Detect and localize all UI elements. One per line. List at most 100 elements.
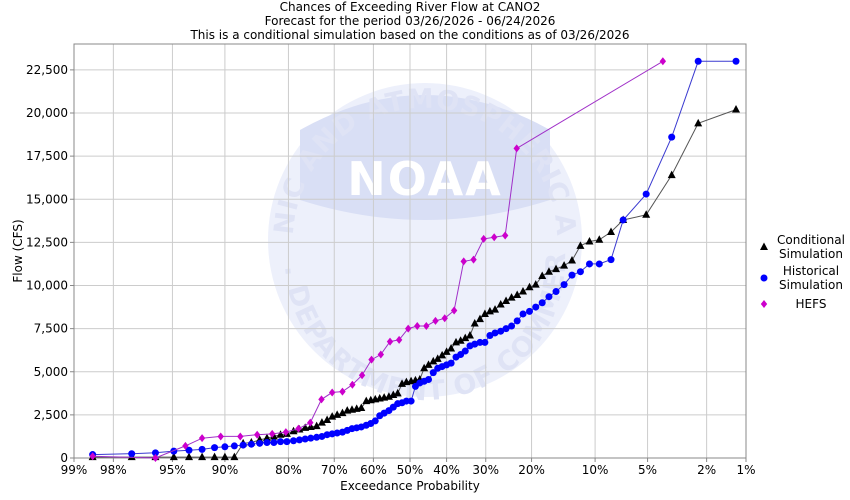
y-tick-label: 22,500 <box>26 63 68 77</box>
legend-label: Simulation <box>779 247 843 261</box>
chart-subtitle-conditions: This is a conditional simulation based o… <box>190 28 630 42</box>
data-point <box>221 443 229 451</box>
data-point <box>619 216 627 224</box>
data-point <box>501 231 509 240</box>
data-point <box>313 433 321 441</box>
data-point <box>198 445 206 453</box>
data-point <box>432 316 439 325</box>
data-point <box>425 376 433 384</box>
data-point <box>301 423 310 431</box>
data-point <box>307 418 314 427</box>
data-point <box>585 237 594 245</box>
data-point <box>480 234 487 243</box>
data-point <box>502 325 510 333</box>
legend-label: HEFS <box>796 297 827 311</box>
data-point <box>475 314 484 323</box>
x-axis-ticks: 99% 98% 95% 90% 80% 70% 60% 50% 40% 30% 20% 10% 5% 2%… <box>61 458 756 477</box>
data-point <box>371 417 379 425</box>
series-triangle <box>88 105 741 461</box>
data-point <box>441 314 448 323</box>
data-point <box>429 356 438 365</box>
data-point <box>560 261 569 269</box>
data-point <box>185 452 194 461</box>
data-point <box>339 387 346 396</box>
data-point <box>450 306 458 315</box>
data-point <box>395 335 403 344</box>
data-point <box>694 118 703 127</box>
x-tick-label: 60% <box>360 463 387 477</box>
data-point <box>607 256 615 264</box>
data-point <box>377 350 385 359</box>
data-point <box>420 363 429 372</box>
data-point <box>461 347 469 355</box>
data-point <box>502 296 511 305</box>
data-point <box>328 388 336 397</box>
data-point <box>476 338 484 346</box>
data-point <box>568 255 577 264</box>
data-point <box>532 303 540 311</box>
data-point <box>263 438 271 446</box>
data-point <box>538 299 546 307</box>
data-point <box>276 430 285 438</box>
data-point <box>230 452 239 461</box>
y-tick-label: 20,000 <box>26 106 68 120</box>
data-point <box>185 446 193 454</box>
noaa-watermark: NATIONAL OCEANIC AND ATMOSPHERIC ADMINIS… <box>0 0 582 407</box>
data-point <box>433 354 442 362</box>
data-point <box>317 418 326 426</box>
x-tick-label: 1% <box>736 463 755 477</box>
data-point <box>89 452 96 461</box>
data-point <box>270 438 278 446</box>
data-point <box>239 441 247 449</box>
y-axis-label: Flow (CFS) <box>11 219 25 282</box>
data-point <box>694 57 702 65</box>
data-point <box>423 322 430 331</box>
data-point <box>595 260 603 268</box>
y-tick-label: 15,000 <box>26 192 68 206</box>
data-point <box>481 338 489 346</box>
legend-label: Historical <box>783 264 839 278</box>
x-tick-label: 20% <box>518 463 545 477</box>
data-point <box>407 397 415 405</box>
data-point <box>531 280 540 288</box>
data-point <box>306 422 315 430</box>
x-tick-label: 50% <box>397 463 424 477</box>
legend-marker <box>760 242 768 250</box>
chart-grid <box>73 44 747 459</box>
data-point <box>404 324 412 333</box>
data-point <box>210 452 219 461</box>
data-point <box>429 369 437 377</box>
data-point <box>732 105 741 113</box>
data-point <box>290 437 298 445</box>
series-circle <box>89 57 740 459</box>
data-point <box>470 318 479 327</box>
data-point <box>461 333 470 342</box>
chart-legend: ConditionalSimulationHistoricalSimulatio… <box>760 233 845 311</box>
data-point <box>465 331 474 339</box>
data-point <box>456 336 465 344</box>
y-axis-ticks: 0 2,500 5,000 7,500 10,000 12,500 15,000 17,500… <box>26 63 74 465</box>
chart-series <box>88 57 741 462</box>
data-point <box>568 271 576 279</box>
data-point <box>513 144 520 153</box>
data-point <box>508 322 516 330</box>
data-point <box>576 241 585 249</box>
data-point <box>349 380 356 389</box>
data-point <box>480 309 489 317</box>
data-point <box>424 360 433 368</box>
data-point <box>447 343 456 352</box>
data-point <box>256 439 264 447</box>
data-point <box>732 57 740 65</box>
data-point <box>333 429 341 437</box>
data-point <box>496 299 505 308</box>
data-point <box>513 317 521 325</box>
data-point <box>277 438 285 446</box>
data-point <box>198 452 207 461</box>
y-tick-label: 7,500 <box>34 322 68 336</box>
y-tick-label: 0 <box>60 451 68 465</box>
data-point <box>358 371 366 380</box>
data-point <box>301 435 309 443</box>
